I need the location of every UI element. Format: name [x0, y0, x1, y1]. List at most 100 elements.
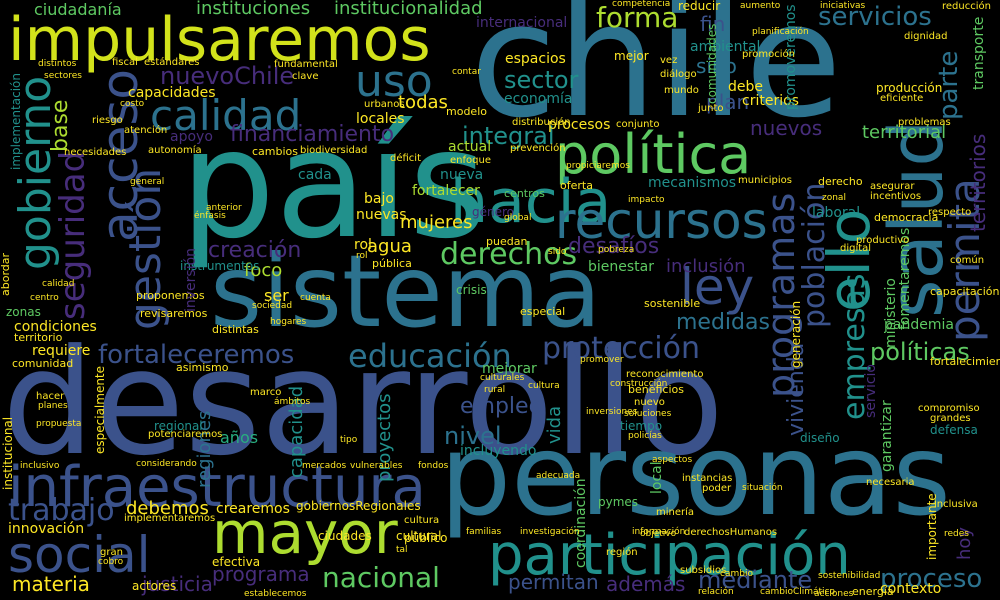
word-urbanos: urbanos	[364, 99, 405, 110]
word-ciudades: ciudades	[318, 529, 372, 543]
word-proteccion: protección	[542, 331, 700, 366]
word-sostenibilidad: sostenibilidad	[818, 571, 881, 581]
word-compromiso: compromiso	[918, 403, 980, 414]
word-mujeres: mujeres	[400, 212, 473, 233]
word-cultural: cultural	[396, 529, 442, 543]
word-hogares: hogares	[270, 317, 307, 327]
word-subsidios: subsidios	[680, 565, 727, 576]
word-publica: pública	[372, 257, 412, 270]
word-inversion: inversión	[183, 247, 199, 312]
word-establecemos: establecemos	[244, 589, 307, 599]
word-hacer: hacer	[36, 391, 65, 402]
word-clave: clave	[292, 71, 319, 82]
word-redes: redes	[944, 529, 969, 539]
word-centro: centro	[30, 293, 59, 303]
word-chile: chile	[470, 0, 843, 153]
word-vida: vida	[544, 405, 565, 444]
word-base: base	[48, 99, 73, 152]
word-reducir: reducir	[678, 0, 721, 13]
word-centros: centros	[504, 187, 545, 200]
word-social: social	[8, 526, 151, 584]
word-abordar: abordar	[0, 252, 12, 296]
word-aumento: aumento	[740, 1, 781, 11]
word-sino: sino	[696, 54, 737, 78]
word-ambiental: ambiental	[690, 39, 761, 55]
word-mayor: mayor	[212, 499, 398, 567]
word-contar: contar	[452, 67, 481, 77]
word-laboral: laboral	[812, 205, 861, 221]
word-empleo: empleo	[460, 394, 543, 419]
word-calidad: calidad	[150, 91, 302, 140]
word-tipo: tipo	[340, 435, 358, 445]
word-culturales: culturales	[480, 373, 525, 383]
word-territorial: territorial	[862, 122, 947, 143]
word-materia: materia	[12, 572, 90, 596]
word-asimismo: asimismo	[176, 361, 229, 374]
word-inclusion: inclusión	[666, 256, 746, 277]
word-economia: economía	[504, 91, 573, 107]
word-agua: agua	[367, 236, 412, 257]
word-dignidad: dignidad	[904, 31, 948, 42]
word-general: general	[130, 177, 165, 187]
word-bajo: bajo	[364, 191, 394, 207]
word-modelo: modelo	[446, 105, 487, 118]
word-pandemia: pandemia	[884, 317, 954, 333]
word-actual: actual	[448, 139, 492, 155]
word-politicas: políticas	[870, 338, 970, 366]
word-innovacion: innovación	[8, 521, 85, 537]
word-construccion: construcción	[610, 379, 668, 389]
word-recursos: recursos	[555, 192, 768, 250]
word-zonas: zonas	[6, 305, 41, 319]
word-locales: locales	[356, 111, 405, 127]
word-personas: personas	[440, 411, 951, 541]
word-sectores: sectores	[44, 71, 82, 81]
word-necesaria: necesaria	[866, 477, 915, 488]
word-nuevas: nuevas	[356, 207, 407, 223]
word-proceso: proceso	[880, 564, 983, 594]
word-coordinacion: coordinación	[573, 478, 589, 568]
word-internacional: internacional	[476, 15, 568, 31]
word-anterior: anterior	[206, 203, 242, 213]
word-actores: actores	[132, 579, 177, 593]
word-planes: planes	[38, 401, 68, 411]
word-crisis: crisis	[456, 283, 487, 297]
word-cultura: cultura	[404, 515, 440, 526]
word-revisaremos: revisaremos	[140, 307, 208, 320]
word-efectiva: efectiva	[212, 555, 261, 569]
word-junto: junto	[698, 103, 724, 114]
word-energia: energía	[852, 585, 894, 598]
word-ademas: además	[606, 572, 686, 596]
word-investigacion: investigación	[520, 527, 580, 537]
word-nuevo: nuevo	[634, 397, 665, 408]
word-situacion: situación	[742, 483, 783, 493]
word-apoyo: apoyo	[170, 129, 213, 145]
word-programa: programa	[212, 562, 310, 586]
word-integral: integral	[462, 122, 555, 150]
word-forma: forma	[596, 1, 679, 34]
word-cobro: cobro	[98, 557, 124, 567]
word-poder: poder	[702, 483, 732, 494]
word-derechos: derechos	[440, 237, 578, 272]
word-sector: sector	[504, 66, 579, 94]
word-gran: gran	[100, 547, 123, 558]
word-reconocimiento: reconocimiento	[626, 369, 704, 380]
word-mediante: mediante	[698, 566, 813, 594]
word-capacidades: capacidades	[128, 85, 216, 101]
word-requiere: requiere	[32, 343, 91, 359]
word-propiciaremos: propiciaremos	[566, 161, 630, 171]
word-prevencion: prevención	[510, 143, 566, 154]
word-nuevochile: nuevoChile	[160, 62, 295, 90]
word-garantizar: garantizar	[879, 400, 895, 472]
word-puedan: puedan	[486, 235, 528, 248]
word-necesidades: necesidades	[64, 147, 127, 158]
word-sociedad: sociedad	[252, 301, 293, 311]
word-autonomia: autonomía	[148, 145, 202, 156]
word-atencion: atención	[124, 125, 168, 136]
word-soluciones: soluciones	[624, 409, 672, 419]
word-incentivos: incentivos	[870, 191, 922, 202]
word-crearemos: crearemos	[216, 501, 290, 517]
word-derechoshumanos: derechosHumanos	[684, 527, 778, 538]
word-contexto: contexto	[880, 581, 942, 597]
word-importante: importante	[925, 493, 939, 560]
word-servicios: servicios	[818, 2, 932, 32]
